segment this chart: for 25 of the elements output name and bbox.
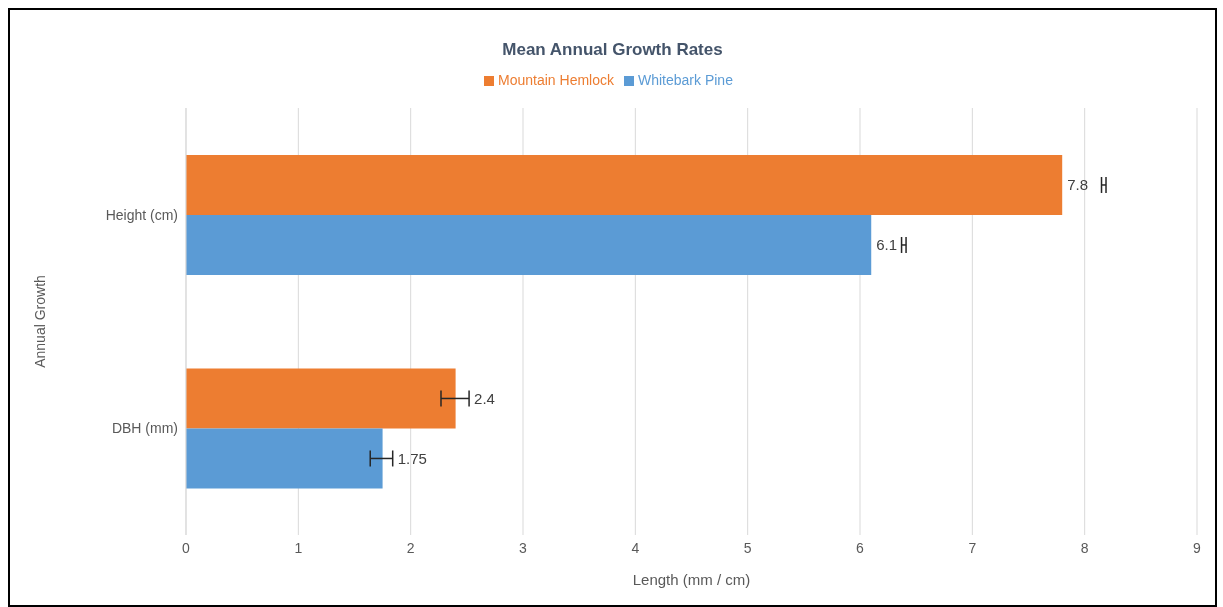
x-tick-label: 6 — [856, 539, 865, 556]
legend-label: Whitebark Pine — [638, 72, 733, 88]
x-tick-label: 0 — [182, 539, 191, 556]
data-label: 7.8 — [1067, 176, 1089, 194]
data-label: 2.4 — [474, 389, 495, 407]
bar — [186, 154, 1063, 215]
bar — [186, 368, 456, 429]
x-tick-label: 1 — [294, 539, 303, 556]
x-axis-title: Length (mm / cm) — [632, 571, 751, 588]
x-tick-label: 4 — [631, 539, 640, 556]
y-tick-label: DBH (mm) — [111, 420, 178, 437]
chart-title: Mean Annual Growth Rates — [501, 39, 724, 61]
x-tick-label: 2 — [406, 539, 415, 556]
x-tick-label: 9 — [1193, 539, 1202, 556]
bar — [186, 428, 383, 489]
x-tick-label: 5 — [743, 539, 752, 556]
data-label: 6.1 — [876, 236, 898, 254]
y-tick-label: Height (cm) — [105, 206, 178, 223]
x-tick-label: 7 — [968, 539, 977, 556]
legend-label: Mountain Hemlock — [498, 72, 614, 88]
bar — [186, 214, 872, 275]
x-tick-label: 3 — [519, 539, 528, 556]
data-label: 1.75 — [397, 449, 427, 467]
y-axis-title: Annual Growth — [31, 275, 48, 368]
x-tick-label: 8 — [1080, 539, 1089, 556]
